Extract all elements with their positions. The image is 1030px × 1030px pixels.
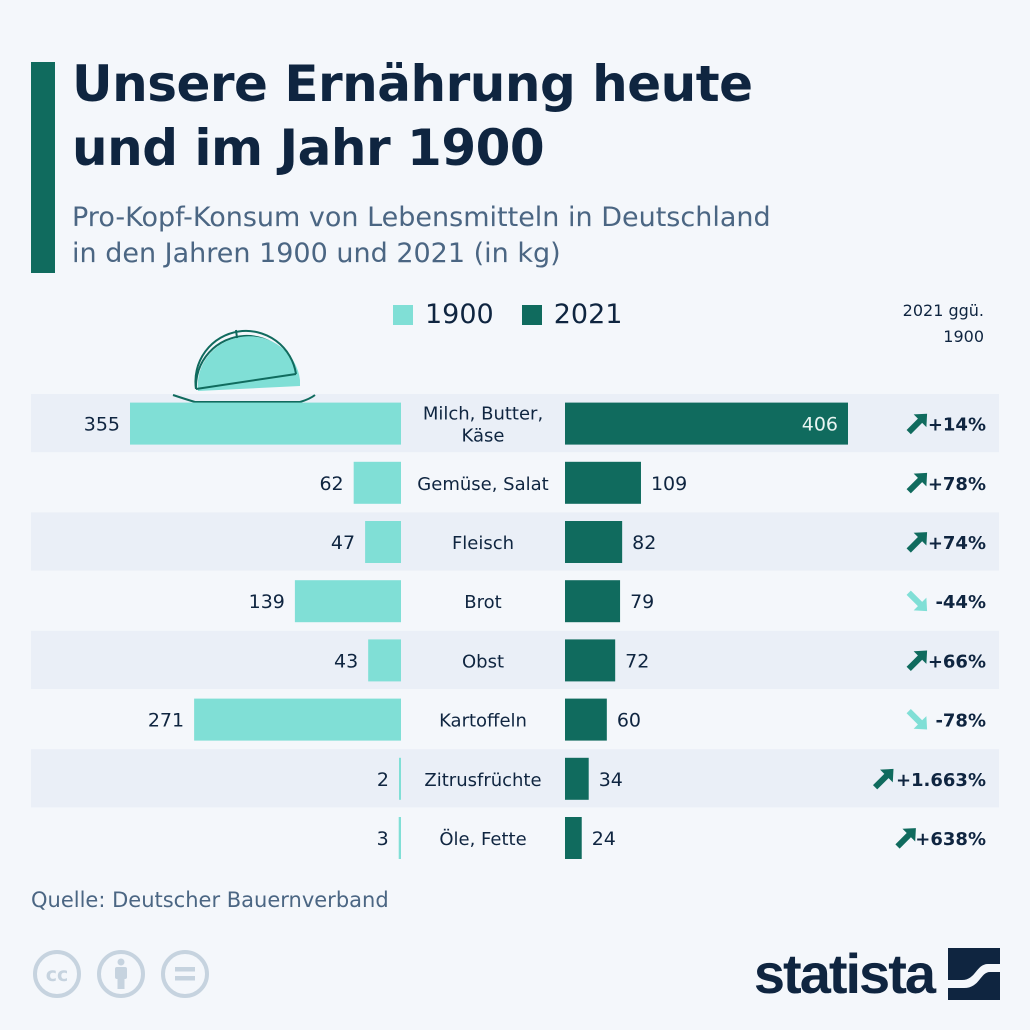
arrow-up-right-icon <box>906 532 928 553</box>
chart-row: 139 79 Brot -44% <box>249 580 986 623</box>
value-label-1900: 47 <box>331 532 355 554</box>
arrow-down-right-icon <box>906 708 928 730</box>
statista-logo[interactable]: statista <box>754 946 1000 1002</box>
bar-2021 <box>565 757 589 800</box>
bar-2021 <box>565 817 582 859</box>
legend-label-1900: 1900 <box>425 299 494 330</box>
bar-2021 <box>565 639 616 682</box>
arrow-up-right-icon <box>906 413 928 435</box>
bar-1900 <box>365 521 401 563</box>
bar-1900 <box>398 817 401 859</box>
bar-1900 <box>353 461 401 504</box>
bar-2021 <box>565 461 641 504</box>
value-label-1900: 355 <box>84 414 120 436</box>
bar-2021 <box>565 698 607 741</box>
change-label: +78% <box>928 474 986 495</box>
category-label: Milch, Butter, <box>423 404 543 425</box>
legend-item-1900: 1900 <box>393 299 494 330</box>
chart-row: 62 109 Gemüse, Salat +78% <box>319 461 986 504</box>
category-label: Käse <box>462 426 505 447</box>
category-label: Zitrusfrüchte <box>424 770 541 791</box>
change-label: +66% <box>928 651 986 672</box>
legend-item-2021: 2021 <box>521 299 623 330</box>
arrow-down-right-icon <box>906 590 928 612</box>
arrow-up-right-icon <box>895 828 916 849</box>
value-label-2021: 82 <box>632 532 656 554</box>
category-label: Gemüse, Salat <box>417 474 548 495</box>
chart-row: 47 82 Fleisch +74% <box>331 521 986 563</box>
legend-swatch-2021 <box>521 304 542 325</box>
bar-1900 <box>130 402 401 445</box>
no-derivatives-icon[interactable] <box>159 948 211 1000</box>
value-label-2021: 109 <box>651 473 687 495</box>
category-label: Obst <box>462 651 504 672</box>
value-label-2021: 60 <box>617 710 641 732</box>
legend: 1900 2021 <box>393 299 622 330</box>
change-label: +74% <box>928 533 986 554</box>
chart-row: 43 72 Obst +66% <box>334 639 986 682</box>
change-header-line-2: 1900 <box>943 327 984 346</box>
row-stripes <box>31 394 999 808</box>
chart-row: 3 24 Öle, Fette +638% <box>377 817 986 859</box>
change-header-line-1: 2021 ggü. <box>902 301 984 320</box>
subtitle-line-2: in den Jahren 1900 und 2021 (in kg) <box>72 238 561 269</box>
value-label-1900: 2 <box>377 769 389 791</box>
bar-1900 <box>399 757 401 800</box>
row-stripe <box>31 630 999 689</box>
value-label-2021: 34 <box>599 769 623 791</box>
change-label: +14% <box>928 415 986 436</box>
value-label-1900: 43 <box>334 650 358 672</box>
bar-2021 <box>565 402 848 445</box>
attribution-icon[interactable] <box>95 948 147 1000</box>
cc-icon[interactable]: cc <box>31 948 83 1000</box>
arrow-up-right-icon <box>906 472 928 494</box>
legend-label-2021: 2021 <box>553 299 623 330</box>
change-label: +638% <box>915 829 986 850</box>
statista-logo-icon <box>948 948 1000 1000</box>
bar-2021 <box>565 580 621 623</box>
license-icons: cc <box>31 948 211 1000</box>
value-label-1900: 139 <box>249 591 285 613</box>
bar-1900 <box>368 639 401 682</box>
bar-2021 <box>565 521 623 563</box>
logo-text: statista <box>753 942 936 1005</box>
value-label-1900: 3 <box>377 828 389 850</box>
value-label-2021: 72 <box>625 650 649 672</box>
title-accent-bar <box>31 62 55 273</box>
chart-title: Unsere Ernährung heute und im Jahr 1900 <box>72 52 753 180</box>
title-line-1: Unsere Ernährung heute <box>72 55 753 113</box>
source-note: Quelle: Deutscher Bauernverband <box>31 888 389 912</box>
row-stripe <box>31 749 999 808</box>
value-label-1900: 62 <box>319 473 343 495</box>
arrow-up-right-icon <box>872 768 894 790</box>
legend-swatch-1900 <box>393 304 413 325</box>
change-label: +1.663% <box>896 770 986 791</box>
category-label: Brot <box>464 592 501 613</box>
category-label: Öle, Fette <box>439 828 526 850</box>
svg-text:cc: cc <box>46 964 69 986</box>
arrow-up-right-icon <box>906 650 928 672</box>
bar-1900 <box>294 580 401 623</box>
value-label-2021: 79 <box>630 591 654 613</box>
category-label: Fleisch <box>452 533 514 554</box>
cloche-illustration-icon <box>172 329 316 403</box>
chart-row: 355 406 Milch, Butter,Käse +14% <box>84 402 986 447</box>
value-label-2021: 24 <box>592 828 616 850</box>
change-label: -78% <box>935 711 986 732</box>
title-line-2: und im Jahr 1900 <box>72 119 545 177</box>
chart-row: 271 60 Kartoffeln -78% <box>148 698 986 741</box>
change-column-header: 2021 ggü. 1900 <box>903 298 984 350</box>
value-label-2021: 406 <box>802 414 838 436</box>
change-label: -44% <box>935 592 986 613</box>
chart-row: 2 34 Zitrusfrüchte +1.663% <box>377 757 986 800</box>
bar-1900 <box>194 698 401 741</box>
subtitle-line-1: Pro-Kopf-Konsum von Lebensmitteln in Deu… <box>72 202 771 233</box>
row-stripe <box>31 512 999 571</box>
category-label: Kartoffeln <box>439 711 527 732</box>
value-label-1900: 271 <box>148 710 184 732</box>
chart-subtitle: Pro-Kopf-Konsum von Lebensmitteln in Deu… <box>72 200 771 272</box>
